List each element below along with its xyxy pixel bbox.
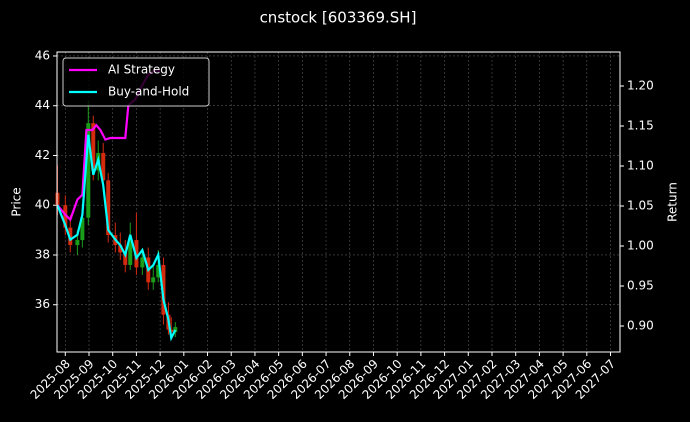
y2-tick-label: 0.95 xyxy=(627,279,654,293)
candle-body xyxy=(63,205,68,228)
candle-body xyxy=(86,123,91,218)
legend: AI Strategy Buy-and-Hold xyxy=(62,57,210,107)
candle-body xyxy=(161,264,166,315)
y2-tick-label: 1.10 xyxy=(627,159,654,173)
legend-box xyxy=(62,57,210,107)
candle-body xyxy=(75,240,80,246)
candle-body xyxy=(91,123,96,171)
y-tick-label: 44 xyxy=(35,98,50,112)
candle-body xyxy=(123,252,128,265)
y-axis-label: Price xyxy=(10,187,24,216)
candle-body xyxy=(101,152,106,181)
y2-axis-label: Return xyxy=(666,182,680,222)
y-tick-label: 42 xyxy=(35,148,50,162)
candle-body xyxy=(151,277,156,283)
y2-tick-label: 1.20 xyxy=(627,79,654,93)
candle-body xyxy=(128,240,133,265)
y2-tick-label: 1.00 xyxy=(627,239,654,253)
legend-label: Buy-and-Hold xyxy=(108,85,189,99)
y2-tick-label: 0.90 xyxy=(627,319,654,333)
chart-title: cnstock [603369.SH] xyxy=(260,9,417,27)
candle-body xyxy=(118,245,123,253)
y-tick-label: 38 xyxy=(35,247,50,261)
y-tick-label: 36 xyxy=(35,297,50,311)
candle-body xyxy=(106,180,111,236)
y2-tick-label: 1.15 xyxy=(627,119,654,133)
y2-tick-label: 1.05 xyxy=(627,199,654,213)
legend-label: AI Strategy xyxy=(108,63,175,77)
y-tick-label: 46 xyxy=(35,48,50,62)
y-tick-label: 40 xyxy=(35,198,50,212)
candle-body xyxy=(140,257,145,268)
plot-frame xyxy=(56,51,621,353)
candle-body xyxy=(173,327,178,333)
candle-body xyxy=(156,264,161,278)
candle-body xyxy=(80,217,85,241)
return-line xyxy=(56,134,177,342)
